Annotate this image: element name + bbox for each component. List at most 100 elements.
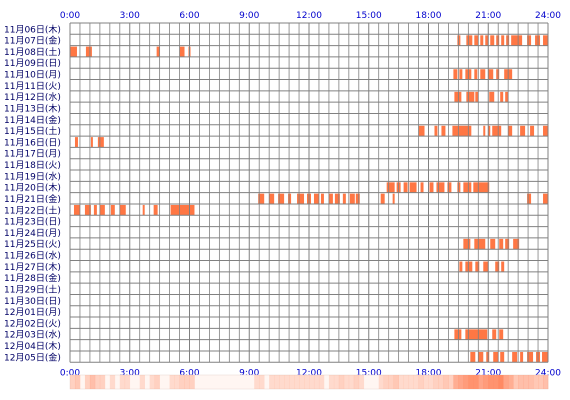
day-label: 11月08日(土) bbox=[4, 46, 61, 58]
x-tick-label-top: 3:00 bbox=[120, 11, 140, 21]
summary-density-cell bbox=[174, 375, 180, 389]
activity-bar bbox=[490, 238, 496, 250]
activity-bar bbox=[478, 351, 484, 363]
activity-bar bbox=[153, 204, 158, 216]
summary-density-cell bbox=[493, 375, 499, 389]
activity-bar bbox=[508, 125, 513, 137]
activity-bar bbox=[465, 329, 488, 340]
summary-density-cell bbox=[294, 375, 300, 389]
day-label: 11月11日(火) bbox=[4, 81, 61, 92]
summary-density-cell bbox=[184, 375, 190, 389]
summary-density-cell bbox=[284, 375, 290, 389]
summary-density-cell bbox=[488, 375, 494, 389]
x-tick-label-bottom: 0:00 bbox=[60, 368, 80, 378]
x-tick-label-top: 9:00 bbox=[239, 11, 259, 21]
day-label: 11月27日(木) bbox=[4, 261, 61, 273]
day-label: 11月09日(日) bbox=[4, 58, 61, 69]
x-tick-label-bottom: 3:00 bbox=[120, 368, 140, 378]
x-tick-label-bottom: 24:00 bbox=[535, 368, 561, 378]
activity-bar bbox=[527, 351, 534, 363]
summary-density-cell bbox=[418, 375, 424, 389]
summary-density-cell bbox=[408, 375, 414, 389]
activity-bar bbox=[459, 69, 463, 80]
x-tick-label-bottom: 21:00 bbox=[475, 368, 501, 378]
summary-density-cell bbox=[433, 375, 439, 389]
summary-density-cell bbox=[443, 375, 449, 389]
activity-bar bbox=[84, 204, 91, 216]
summary-density-cell bbox=[269, 375, 275, 389]
summary-density-cell bbox=[398, 375, 404, 389]
activity-bar bbox=[492, 329, 497, 340]
activity-bar bbox=[530, 125, 535, 137]
activity-bar bbox=[496, 35, 500, 46]
day-label: 11月26日(水) bbox=[4, 250, 61, 262]
activity-bar bbox=[447, 182, 452, 193]
day-label: 11月14日(金) bbox=[4, 114, 61, 126]
activity-bar bbox=[320, 193, 324, 204]
summary-density-cell bbox=[473, 375, 479, 389]
activity-bar bbox=[493, 351, 499, 363]
day-label: 11月17日(月) bbox=[4, 149, 61, 160]
activity-bar bbox=[499, 238, 504, 250]
activity-bar bbox=[520, 351, 524, 363]
activity-bar bbox=[495, 261, 500, 272]
summary-density-cell bbox=[533, 375, 539, 389]
activity-bar bbox=[542, 351, 548, 363]
activity-bar bbox=[459, 261, 463, 272]
activity-bar bbox=[490, 35, 495, 46]
activity-bar bbox=[380, 193, 385, 204]
activity-bar bbox=[480, 35, 484, 46]
summary-density-cell bbox=[538, 375, 544, 389]
summary-density-cell bbox=[353, 375, 360, 389]
activity-bar bbox=[463, 182, 472, 193]
summary-density-cell bbox=[518, 375, 524, 389]
summary-density-cell bbox=[309, 375, 315, 389]
activity-bar bbox=[511, 35, 523, 46]
activity-bar bbox=[355, 193, 360, 204]
activity-bar bbox=[386, 182, 395, 193]
summary-density-cell bbox=[254, 375, 260, 389]
activity-bar bbox=[474, 69, 478, 80]
activity-bar bbox=[505, 238, 510, 250]
summary-density-cell bbox=[259, 375, 265, 389]
activity-bar bbox=[475, 91, 479, 103]
activity-bar bbox=[429, 182, 434, 193]
activity-bar bbox=[99, 204, 105, 216]
activity-bar bbox=[457, 182, 461, 193]
activity-bar bbox=[97, 137, 104, 148]
summary-density-cell bbox=[304, 375, 310, 389]
summary-density-cell bbox=[468, 375, 474, 389]
activity-bar bbox=[535, 35, 541, 46]
summary-density-cell bbox=[338, 375, 345, 389]
activity-bar bbox=[349, 193, 355, 204]
activity-bar bbox=[313, 193, 319, 204]
activity-bar bbox=[420, 182, 424, 193]
summary-density-cell bbox=[413, 375, 419, 389]
summary-density-cell bbox=[523, 375, 529, 389]
activity-bar bbox=[90, 137, 93, 148]
day-label: 11月25日(火) bbox=[4, 239, 61, 250]
activity-bar bbox=[466, 35, 473, 46]
day-label: 11月22日(土) bbox=[4, 204, 61, 216]
summary-density-cell bbox=[528, 375, 534, 389]
activity-bar bbox=[465, 261, 473, 272]
day-label: 12月05日(金) bbox=[4, 351, 61, 363]
activity-bar bbox=[501, 35, 505, 46]
activity-bar bbox=[480, 69, 486, 80]
x-tick-label-bottom: 6:00 bbox=[179, 368, 199, 378]
activity-bar bbox=[513, 238, 520, 250]
activity-bar bbox=[269, 193, 275, 204]
summary-density-cell bbox=[508, 375, 514, 389]
activity-bar bbox=[483, 125, 486, 137]
day-label: 11月24日(月) bbox=[4, 228, 61, 239]
activity-bar bbox=[499, 329, 504, 340]
activity-bar bbox=[474, 238, 486, 250]
activity-bar bbox=[496, 69, 500, 80]
summary-density-cell bbox=[139, 375, 145, 389]
activity-bar bbox=[70, 46, 77, 57]
activity-bar bbox=[74, 137, 78, 148]
day-label: 11月10日(月) bbox=[4, 70, 61, 81]
summary-density-cell bbox=[543, 375, 549, 389]
x-tick-label-bottom: 15:00 bbox=[356, 368, 382, 378]
day-label: 11月19日(水) bbox=[4, 170, 61, 182]
